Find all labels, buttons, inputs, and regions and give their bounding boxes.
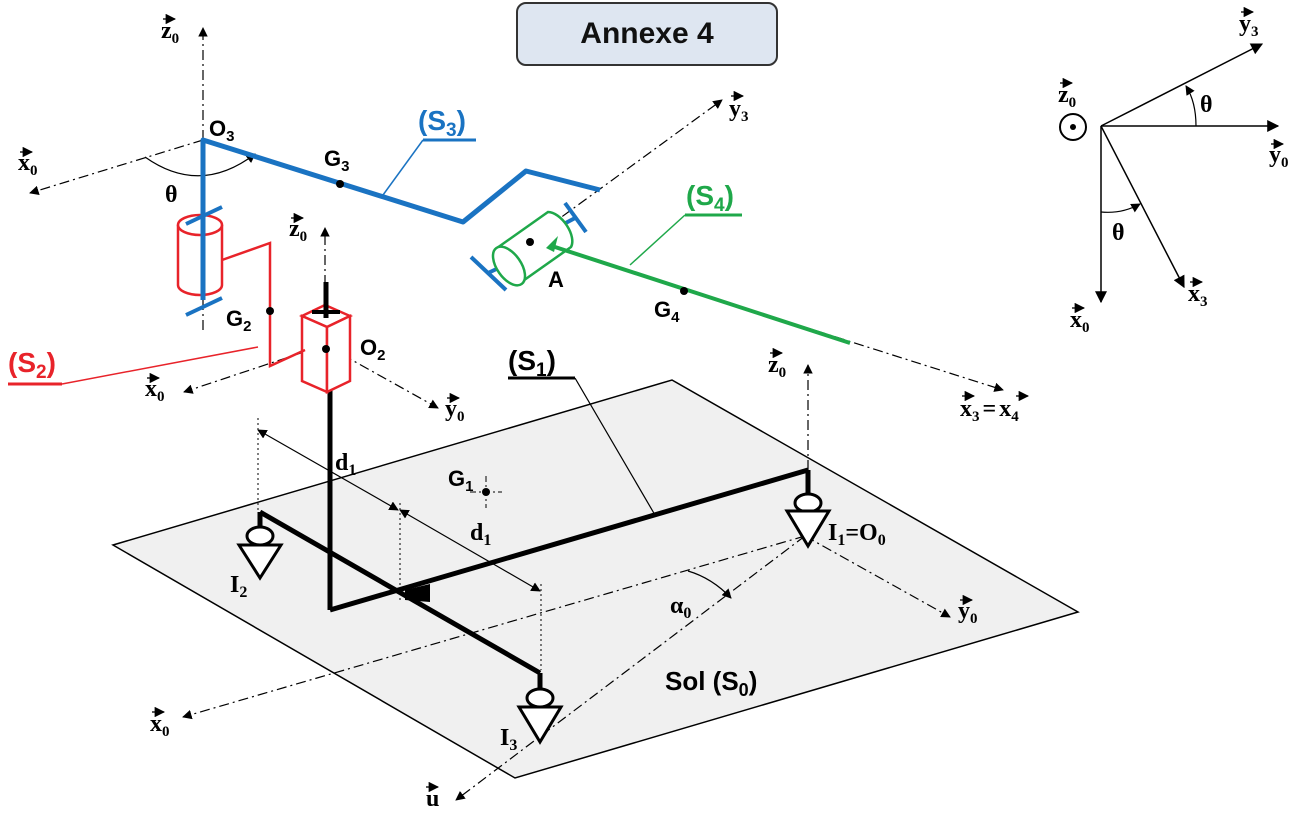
label-I2: I2: [230, 572, 247, 601]
label-O2: O2: [360, 335, 385, 364]
axis-x0-ground: [182, 535, 806, 720]
label-S1: (S1): [508, 345, 556, 381]
foot-I1: [784, 492, 832, 549]
vec-z0-ground: z0: [768, 347, 786, 381]
s4-revolute-cylinder: [491, 210, 574, 287]
label-alpha0: α0: [670, 593, 691, 622]
svg-text:z0: z0: [1058, 82, 1076, 111]
svg-text:x0: x0: [1070, 307, 1090, 336]
vec-y3-main: y3: [729, 90, 749, 125]
label-A: A: [548, 267, 564, 292]
inset-z0-dot: [1070, 124, 1076, 130]
svg-text:x0: x0: [145, 376, 165, 405]
label-G3: G3: [324, 146, 349, 175]
vec-x0-ground: x0: [150, 706, 170, 740]
inset-theta-arc-bottom: [1100, 203, 1141, 213]
vec-inset-z0: z0: [1058, 77, 1076, 111]
label-S3: (S3): [418, 105, 466, 141]
svg-text:u: u: [426, 786, 439, 812]
s2-arm: [221, 241, 306, 368]
dim-arrow-d1-a: [257, 429, 399, 511]
annexe-title: Annexe 4: [516, 2, 778, 66]
label-sol: Sol (S0): [665, 666, 757, 700]
label-S2: (S2): [8, 347, 56, 383]
svg-text:y0: y0: [1269, 142, 1289, 171]
s3-arm: [200, 137, 601, 300]
inset-y3-arrow: [1100, 43, 1264, 127]
label-d1-a: d1: [335, 450, 356, 479]
svg-text:x3=x4: x3 = x4: [960, 396, 1019, 425]
svg-text:z0: z0: [768, 352, 786, 381]
o2-point: [322, 345, 330, 353]
svg-text:x0: x0: [150, 711, 170, 740]
vec-x0-o2: x0: [145, 372, 165, 405]
vec-inset-x3: x3: [1188, 276, 1208, 310]
g2-point: [266, 307, 274, 315]
theta-arc-o3: [144, 153, 256, 177]
svg-text:x0: x0: [18, 150, 38, 179]
label-I1-O0: I1=O0: [828, 520, 886, 549]
inset-theta-arc-top: [1185, 85, 1197, 127]
vec-inset-y3: y3: [1239, 6, 1259, 40]
label-I3: I3: [500, 725, 517, 754]
label-G4: G4: [654, 297, 680, 326]
label-theta-inset-bottom: θ: [1112, 220, 1125, 246]
s3-leader: [382, 139, 424, 196]
g4-point: [680, 287, 688, 295]
inset-planar-figure: [1059, 43, 1280, 304]
label-O3: O3: [209, 116, 234, 145]
svg-text:z0: z0: [161, 18, 179, 47]
vec-inset-x0: x0: [1070, 302, 1090, 336]
alpha0-arc: [687, 570, 732, 599]
label-theta-main: θ: [165, 182, 178, 208]
svg-text:x3: x3: [1188, 281, 1208, 310]
s2-revolute-cylinder: [176, 213, 224, 297]
label-theta-inset-top: θ: [1200, 92, 1213, 118]
vec-y0-o2: y0: [445, 392, 465, 425]
svg-text:y0: y0: [445, 396, 465, 425]
g1-point: [482, 488, 490, 496]
s2-leader: [61, 346, 259, 385]
axis-u: [455, 535, 806, 801]
label-S4: (S4): [686, 180, 734, 216]
s3-bearing-2: [185, 296, 223, 317]
inset-z0-circle: [1059, 113, 1087, 141]
s4-arm: [554, 245, 851, 345]
axis-y0-ground: [804, 535, 951, 618]
s3-bearing-1: [185, 205, 223, 226]
label-G2: G2: [226, 306, 251, 335]
vec-z0-o3: z0: [161, 13, 179, 47]
dim-arrow-d1-b: [399, 509, 541, 592]
g3-point: [336, 180, 344, 188]
vec-x3-eq-x4: x3 = x4: [960, 390, 1030, 425]
svg-text:y3: y3: [729, 96, 749, 125]
s4-leader: [629, 214, 686, 266]
svg-text:y3: y3: [1239, 11, 1259, 40]
vec-u: u: [426, 781, 439, 812]
foot-I2: [236, 525, 284, 581]
s1-leader: [574, 377, 656, 516]
vec-z0-o2: z0: [289, 212, 307, 245]
svg-text:y0: y0: [958, 598, 978, 627]
vec-x0-o3: x0: [18, 146, 38, 179]
s1-cross-beam: [258, 509, 542, 676]
svg-text:z0: z0: [289, 216, 307, 245]
s4-arrowhead: [546, 236, 558, 252]
joint-A-center: [526, 238, 534, 246]
foot-I3: [516, 687, 564, 745]
label-d1-b: d1: [470, 520, 491, 549]
vec-y0-ground: y0: [958, 594, 978, 627]
vec-inset-y0: y0: [1269, 138, 1289, 171]
inset-x3-arrow: [1100, 125, 1185, 289]
label-G1: G1: [448, 466, 473, 495]
